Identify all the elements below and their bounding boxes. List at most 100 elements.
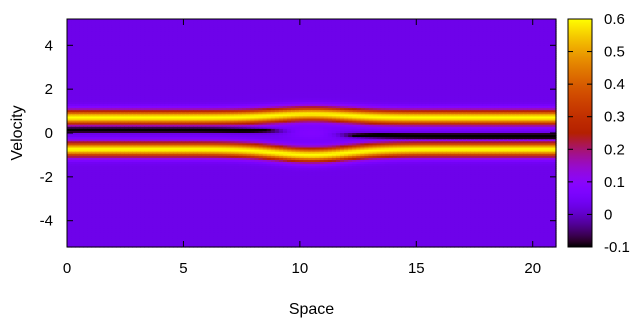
heatmap-cell <box>523 39 529 43</box>
heatmap-cell <box>205 62 211 66</box>
heatmap-cell <box>160 66 166 70</box>
heatmap-cell <box>311 68 317 72</box>
heatmap-cell <box>356 43 361 47</box>
heatmap-cell <box>132 41 137 45</box>
heatmap-cell <box>168 43 174 47</box>
heatmap-cell <box>172 41 178 45</box>
heatmap-cell <box>181 29 186 33</box>
heatmap-cell <box>164 62 170 66</box>
heatmap-cell <box>348 29 353 33</box>
heatmap-cell <box>515 58 520 62</box>
heatmap-cell <box>303 21 309 24</box>
heatmap-cell <box>295 66 300 70</box>
heatmap-cell <box>519 64 524 68</box>
heatmap-cell <box>201 58 207 62</box>
heatmap-cell <box>270 29 276 33</box>
heatmap-cell <box>209 33 215 37</box>
heatmap-cell <box>75 33 80 37</box>
heatmap-cell <box>262 64 268 68</box>
heatmap-cell <box>156 72 162 76</box>
heatmap-cell <box>128 31 133 35</box>
heatmap-cell <box>323 41 329 45</box>
heatmap-cell <box>425 29 431 33</box>
heatmap-cell <box>429 54 435 57</box>
heatmap-cell <box>311 50 317 53</box>
heatmap-cell <box>115 68 121 72</box>
heatmap-cell <box>246 23 251 26</box>
heatmap-cell <box>535 25 541 28</box>
heatmap-cell <box>230 23 235 26</box>
heatmap-cell <box>111 45 117 49</box>
heatmap-cell <box>490 60 496 64</box>
heatmap-cell <box>352 19 357 22</box>
heatmap-cell <box>103 70 109 74</box>
heatmap-cell <box>287 60 292 64</box>
heatmap-cell <box>67 62 72 66</box>
heatmap-cell <box>71 45 76 49</box>
heatmap-cell <box>136 54 141 57</box>
heatmap-cell <box>221 72 227 76</box>
heatmap-cell <box>164 64 170 68</box>
heatmap-cell <box>307 21 313 24</box>
heatmap-cell <box>417 27 423 30</box>
heatmap-cell <box>67 56 72 59</box>
heatmap-cell <box>543 23 549 26</box>
heatmap-cell <box>266 45 272 49</box>
heatmap-cell <box>515 35 520 39</box>
heatmap-cell <box>177 66 182 70</box>
heatmap-cell <box>413 66 419 70</box>
heatmap-cell <box>168 19 174 22</box>
heatmap-cell <box>507 25 512 28</box>
heatmap-cell <box>209 43 215 47</box>
heatmap-cell <box>335 70 341 74</box>
heatmap-cell <box>124 68 129 72</box>
heatmap-cell <box>177 58 182 62</box>
heatmap-cell <box>205 23 211 26</box>
heatmap-cell <box>539 31 545 35</box>
heatmap-cell <box>160 23 166 26</box>
heatmap-cell <box>221 70 227 74</box>
heatmap-cell <box>181 64 186 68</box>
heatmap-cell <box>348 23 353 26</box>
heatmap-cell <box>490 19 496 22</box>
heatmap-cell <box>535 52 541 55</box>
heatmap-cell <box>181 62 186 66</box>
heatmap-cell <box>144 41 150 45</box>
heatmap-cell <box>185 52 190 55</box>
heatmap-cell <box>258 31 264 35</box>
heatmap-cell <box>466 35 472 39</box>
heatmap-cell <box>152 66 158 70</box>
heatmap-cell <box>124 54 129 57</box>
heatmap-cell <box>360 31 366 35</box>
heatmap-cell <box>181 58 186 62</box>
heatmap-cell <box>119 35 125 39</box>
heatmap-cell <box>246 43 251 47</box>
heatmap-cell <box>209 66 215 70</box>
heatmap-cell <box>425 48 431 51</box>
heatmap-cell <box>217 25 223 28</box>
heatmap-cell <box>111 48 117 51</box>
heatmap-cell <box>360 58 366 62</box>
heatmap-cell <box>393 35 398 39</box>
heatmap-cell <box>498 45 504 49</box>
heatmap-cell <box>486 54 492 57</box>
heatmap-cell <box>348 50 353 53</box>
heatmap-cell <box>478 66 484 70</box>
heatmap-cell <box>197 41 203 45</box>
heatmap-cell <box>311 60 317 64</box>
heatmap-cell <box>221 43 227 47</box>
heatmap-cell <box>547 70 553 74</box>
heatmap-cell <box>388 41 394 45</box>
heatmap-cell <box>433 66 439 70</box>
heatmap-cell <box>111 70 117 74</box>
heatmap-cell <box>340 27 345 30</box>
heatmap-cell <box>164 48 170 51</box>
heatmap-cell <box>128 41 133 45</box>
heatmap-cell <box>344 39 349 43</box>
heatmap-cell <box>376 45 382 49</box>
heatmap-cell <box>503 56 508 59</box>
heatmap-cell <box>152 25 158 28</box>
heatmap-cell <box>83 23 88 26</box>
heatmap-cell <box>75 48 80 51</box>
heatmap-cell <box>319 27 325 30</box>
